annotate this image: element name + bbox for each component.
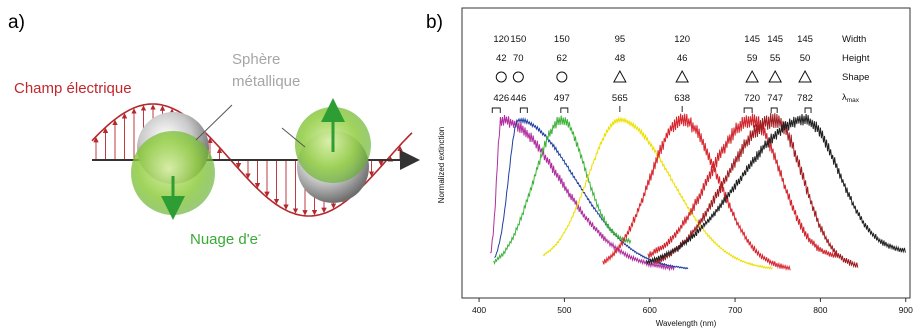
circle-shape-icon — [495, 71, 507, 83]
spectrum-line-720 — [647, 113, 837, 259]
table-lambda-max-cell: 638 — [674, 93, 690, 104]
row-label-shape: Shape — [842, 72, 869, 83]
electric-field-label: Champ électrique — [14, 80, 132, 97]
sphere-pointer-line-2 — [281, 127, 306, 148]
panel-a: a) Champ électrique Sphère métallique Nu… — [8, 12, 420, 248]
spectrum-line-497 — [493, 115, 632, 265]
electron-cloud-label: Nuage d'e- — [190, 230, 261, 248]
table-height-cell: 48 — [615, 53, 626, 64]
triangle-shape-icon — [745, 69, 759, 83]
circle-shape-icon — [512, 71, 524, 83]
table-width-cell: 120 — [674, 34, 690, 45]
row-label-lambda-max: λmax — [842, 92, 860, 104]
triangle-shape-icon — [798, 69, 812, 83]
peak-marker-bracket — [770, 107, 778, 113]
table-width-cell: 150 — [554, 34, 570, 45]
table-height-cell: 55 — [770, 53, 781, 64]
peak-marker-bracket — [804, 107, 812, 113]
x-tick-label: 700 — [728, 305, 742, 315]
table-width-cell: 145 — [744, 34, 760, 45]
table-height-cell: 70 — [513, 53, 524, 64]
table-height-cell: 59 — [747, 53, 758, 64]
table-height-cell: 42 — [496, 53, 507, 64]
x-tick-label: 800 — [813, 305, 827, 315]
panel-b-letter: b) — [426, 12, 443, 33]
spectrum-line-446 — [494, 116, 689, 270]
peak-marker-bracket — [560, 107, 569, 113]
row-label-height: Height — [842, 53, 870, 64]
extinction-spectra — [489, 112, 906, 272]
table-height-cell: 50 — [800, 53, 811, 64]
x-tick-label: 900 — [899, 305, 913, 315]
table-width-cell: 120 — [493, 34, 509, 45]
x-axis-title: Wavelength (nm) — [656, 319, 717, 328]
electron-cloud-left — [131, 131, 215, 215]
spectrum-line-638 — [602, 113, 791, 271]
panel-a-letter: a) — [8, 12, 25, 33]
x-axis-ticks: 400 500 600 700 800 900 — [472, 298, 913, 315]
table-lambda-max-cell: 720 — [744, 93, 760, 104]
x-tick-label: 500 — [557, 305, 571, 315]
particle-parameters-table: 120 42 426 150 70 446 150 62 497 95 48 565 120 46 638 1… — [491, 34, 813, 113]
table-lambda-max-cell: 446 — [510, 93, 526, 104]
peak-marker-bracket — [743, 107, 753, 113]
triangle-shape-icon — [768, 69, 783, 83]
triangle-shape-icon — [613, 69, 627, 83]
table-lambda-max-cell: 497 — [554, 93, 570, 104]
table-height-cell: 62 — [557, 53, 568, 64]
x-tick-label: 600 — [643, 305, 657, 315]
peak-marker-bracket — [491, 107, 501, 113]
spectrum-line-426 — [489, 114, 675, 272]
triangle-shape-icon — [675, 69, 690, 83]
peak-marker-bracket — [519, 107, 528, 113]
table-lambda-max-cell: 747 — [767, 93, 783, 104]
panel-b: b) 120 42 426 150 70 446 150 62 497 95 48 565 120 46 6… — [426, 7, 913, 328]
spectrum-line-782 — [645, 114, 906, 265]
sphere-label-line-1: Sphère — [232, 51, 280, 68]
x-tick-label: 400 — [472, 305, 486, 315]
table-width-cell: 95 — [615, 34, 626, 45]
y-axis-title: Normalized extinction — [437, 127, 446, 203]
plot-frame — [461, 7, 911, 299]
spectrum-line-565 — [542, 116, 773, 270]
table-lambda-max-cell: 782 — [797, 93, 813, 104]
table-lambda-max-cell: 426 — [493, 93, 509, 104]
table-width-cell: 145 — [797, 34, 813, 45]
table-width-cell: 150 — [510, 34, 526, 45]
circle-shape-icon — [556, 71, 568, 83]
table-height-cell: 46 — [677, 53, 688, 64]
table-lambda-max-cell: 565 — [612, 93, 628, 104]
row-label-width: Width — [842, 34, 866, 45]
sphere-pointer-line-1 — [195, 104, 233, 141]
sphere-label-line-2: métallique — [232, 73, 300, 90]
table-width-cell: 145 — [767, 34, 783, 45]
